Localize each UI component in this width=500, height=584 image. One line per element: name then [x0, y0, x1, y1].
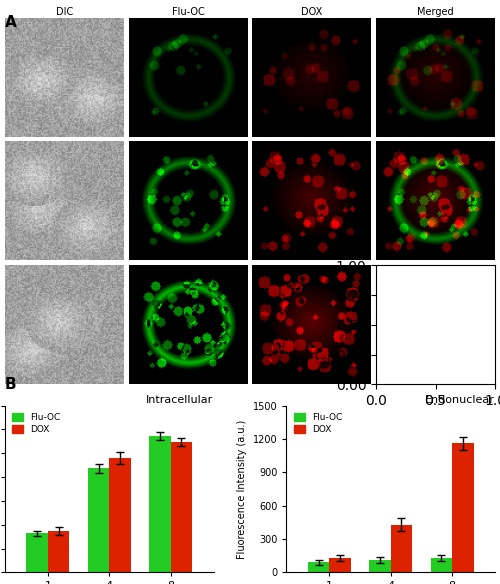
Title: DOX: DOX	[301, 7, 322, 17]
Y-axis label: Fluorescence Intensity (a.u.): Fluorescence Intensity (a.u.)	[238, 419, 248, 558]
Bar	[370, 560, 390, 572]
Title: Flu-OC: Flu-OC	[172, 7, 204, 17]
Text: 10um: 10um	[444, 369, 466, 378]
Title: DIC: DIC	[56, 7, 73, 17]
Bar	[48, 531, 70, 572]
Text: Intracellular: Intracellular	[146, 395, 214, 405]
Bar	[149, 436, 171, 572]
Bar	[170, 442, 192, 572]
Bar	[330, 558, 351, 572]
Text: Endonuclear: Endonuclear	[425, 395, 495, 405]
Bar	[26, 533, 48, 572]
Text: B: B	[5, 377, 16, 392]
Title: Merged: Merged	[417, 7, 454, 17]
Text: A: A	[5, 15, 17, 30]
Bar	[308, 562, 330, 572]
Bar	[430, 558, 452, 572]
Bar	[110, 458, 130, 572]
Legend: Flu-OC, DOX: Flu-OC, DOX	[10, 410, 63, 436]
Bar	[390, 524, 412, 572]
Bar	[88, 468, 110, 572]
Legend: Flu-OC, DOX: Flu-OC, DOX	[291, 410, 344, 436]
Bar	[452, 443, 473, 572]
